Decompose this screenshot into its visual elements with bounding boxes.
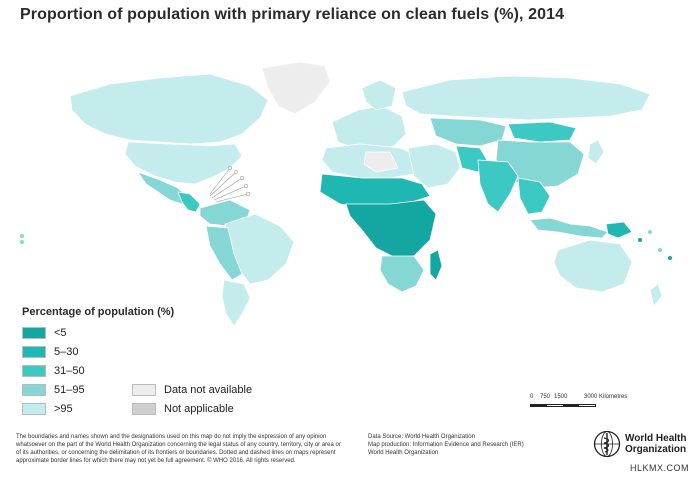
- legend-label: 5–30: [54, 346, 79, 358]
- legend-swatch: [132, 384, 156, 396]
- legend-item-51-95: 51–95: [22, 383, 85, 397]
- region-greenland: [261, 61, 331, 115]
- legend-label: Data not available: [164, 384, 253, 396]
- region-indonesia: [529, 217, 609, 239]
- legend-item-5-30: 5–30: [22, 345, 78, 359]
- region-central-asia: [429, 117, 507, 147]
- legend-swatch: [132, 403, 156, 415]
- region-russia: [401, 75, 651, 121]
- scale-bar-graphic: [530, 404, 596, 407]
- legend-label: 51–95: [54, 384, 85, 396]
- legend-swatch: [22, 346, 46, 358]
- region-papua: [605, 221, 633, 239]
- scale-label: 3000 Kilometres: [584, 394, 628, 400]
- scale-bar: 0 750 1500 3000 Kilometres: [530, 394, 630, 418]
- data-source: Data Source: World Health Organization M…: [368, 433, 568, 457]
- watermark: HLKMX.COM: [630, 463, 690, 473]
- small-island-markers: [20, 165, 672, 260]
- region-usa: [124, 141, 243, 185]
- region-mongolia: [507, 121, 577, 143]
- map-title: Proportion of population with primary re…: [20, 6, 565, 23]
- region-canada: [69, 73, 269, 145]
- legend-title: Percentage of population (%): [22, 306, 175, 318]
- region-southeast-asia: [517, 177, 551, 215]
- region-andes: [205, 225, 243, 281]
- legend-item-31-50: 31–50: [22, 364, 85, 378]
- caribbean-callouts: [209, 167, 249, 203]
- scale-label: 750: [540, 394, 551, 400]
- region-scandinavia: [361, 79, 397, 111]
- who-logo: World Health Organization: [593, 428, 697, 460]
- who-emblem-icon: [593, 430, 621, 458]
- region-madagascar: [429, 249, 443, 281]
- region-central-africa: [345, 199, 437, 259]
- map-legend: Percentage of population (%): [22, 306, 322, 324]
- who-wordmark-line: World Health: [625, 433, 687, 444]
- legend-label: <5: [54, 327, 67, 339]
- legend-label: Not applicable: [164, 403, 234, 415]
- legend-item-lt5: <5: [22, 326, 67, 340]
- region-sahel: [319, 173, 431, 209]
- legend-swatch: [22, 327, 46, 339]
- legend-swatch: [22, 365, 46, 377]
- world-map: [10, 44, 690, 334]
- world-map-svg: [20, 61, 672, 327]
- legend-swatch: [22, 403, 46, 415]
- region-india: [477, 159, 519, 213]
- who-wordmark-line: Organization: [625, 444, 687, 455]
- source-line: Map production: Information Evidence and…: [368, 442, 524, 448]
- region-southern-africa: [379, 255, 425, 293]
- source-line: Data Source: World Health Organization: [368, 434, 475, 440]
- region-libya: [363, 151, 399, 173]
- legend-label: 31–50: [54, 365, 85, 377]
- region-europe: [331, 105, 407, 151]
- region-australia: [553, 239, 633, 293]
- legend-item-not-applicable: Not applicable: [132, 402, 234, 416]
- scale-label: 1500: [554, 394, 568, 400]
- legend-swatch: [22, 384, 46, 396]
- region-middle-east: [407, 143, 461, 189]
- legend-item-no-data: Data not available: [132, 383, 252, 397]
- region-southern-cone: [221, 279, 251, 327]
- scale-label: 0: [530, 394, 534, 400]
- region-japan: [587, 139, 605, 165]
- region-new-zealand: [649, 283, 663, 307]
- legend-label: >95: [54, 403, 73, 415]
- who-wordmark: World Health Organization: [625, 433, 686, 455]
- region-central-america: [177, 191, 201, 213]
- legend-item-gt95: >95: [22, 402, 73, 416]
- source-line: World Health Organization: [368, 450, 439, 456]
- region-mexico: [136, 171, 187, 205]
- disclaimer-text: The boundaries and names shown and the d…: [16, 434, 341, 464]
